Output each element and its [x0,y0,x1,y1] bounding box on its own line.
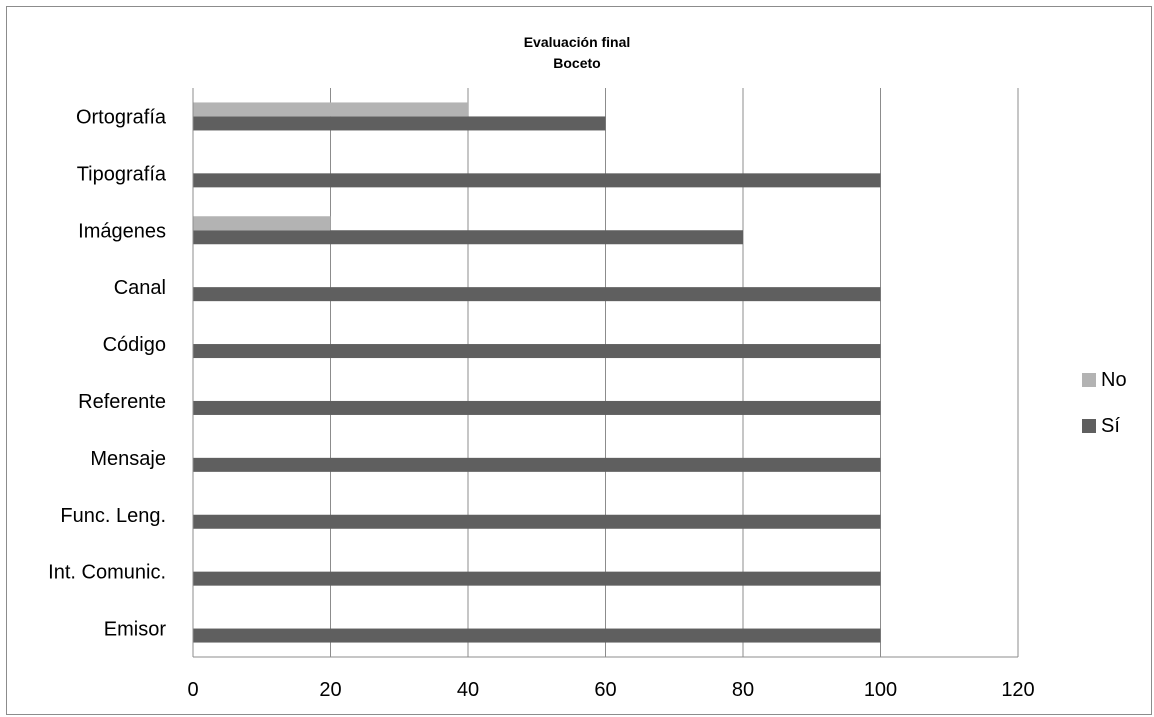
bar-si [193,173,881,188]
legend-label-si: Sí [1101,414,1120,437]
y-category-label: Tipografía [77,163,167,185]
bar-si [193,457,881,472]
chart-title-block: Evaluación final Boceto [0,32,1154,74]
bar-no [193,102,468,117]
legend-item-si: Sí [1082,413,1127,439]
y-category-label: Imágenes [78,220,166,242]
bar-si [193,571,881,586]
bar-si [193,287,881,302]
axes [192,88,1018,658]
x-tick-label: 0 [187,679,198,701]
axis-labels: 0 20 40 60 80 100 120 Emisor Int. Comunic. Func. … [48,106,1035,701]
legend: No Sí [1082,367,1127,459]
bar-si [193,628,881,643]
legend-item-no: No [1082,367,1127,393]
chart-title: Evaluación final [523,34,631,50]
bar-si [193,514,881,529]
y-category-label: Ortografía [76,106,167,128]
x-tick-label: 80 [732,679,754,701]
y-category-label: Int. Comunic. [48,562,166,584]
y-category-label: Emisor [104,619,167,641]
y-category-label: Mensaje [90,448,166,470]
y-category-label: Código [103,334,166,356]
x-tick-label: 20 [319,679,341,701]
bar-no [193,216,331,231]
legend-swatch-si [1082,419,1096,433]
x-tick-label: 100 [864,679,897,701]
bar-si [193,344,881,359]
legend-label-no: No [1101,368,1127,391]
bar-si [193,400,881,415]
y-category-label: Canal [114,277,166,299]
bar-si [193,230,743,245]
x-tick-label: 40 [457,679,479,701]
x-tick-label: 120 [1001,679,1034,701]
y-category-label: Func. Leng. [60,505,166,527]
chart-subtitle: Boceto [553,55,601,71]
legend-swatch-no [1082,373,1096,387]
y-category-label: Referente [78,391,166,413]
x-tick-label: 60 [594,679,616,701]
bars [193,102,881,643]
bar-si [193,116,606,131]
